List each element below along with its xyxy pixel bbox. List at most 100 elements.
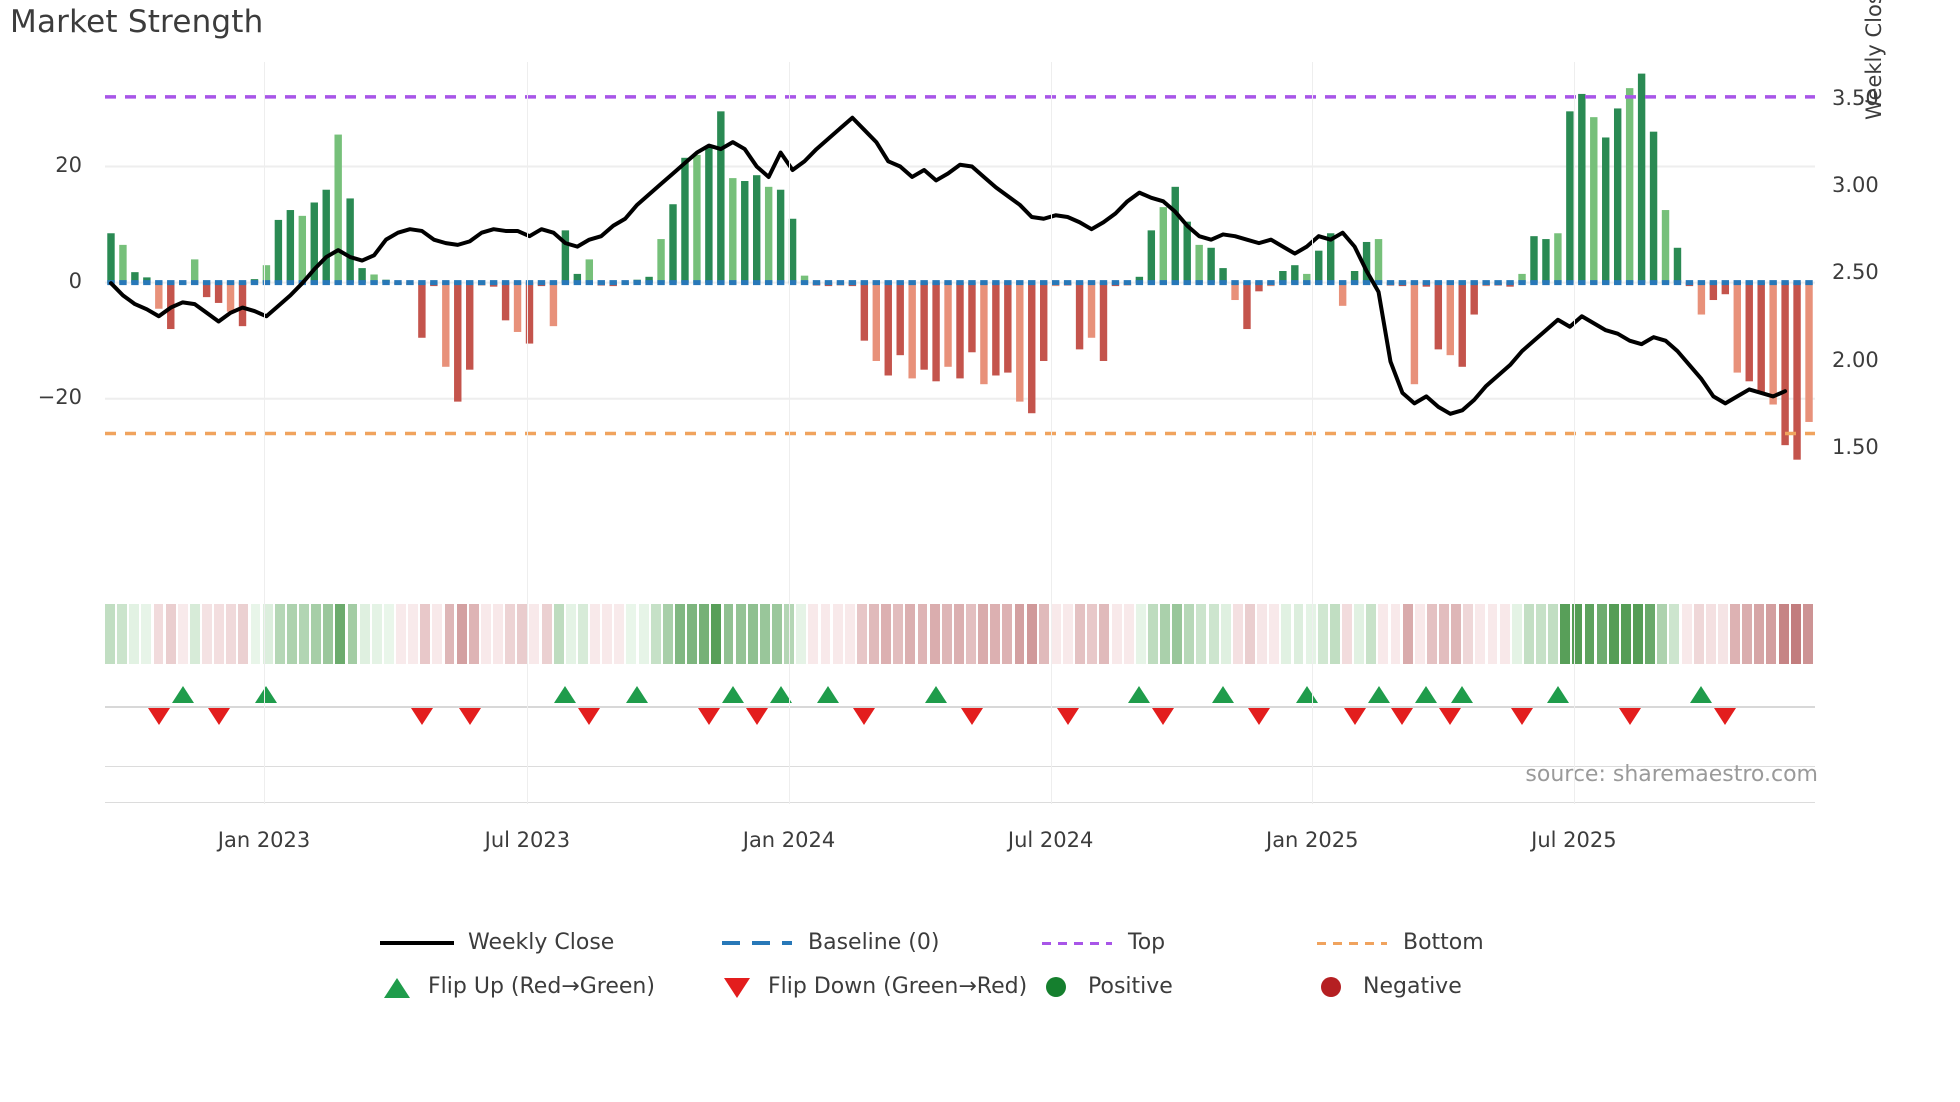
flip-down-marker	[960, 708, 983, 725]
heatmap-cell	[1572, 604, 1583, 664]
flip-up-marker	[817, 686, 840, 703]
heatmap-cell	[1160, 604, 1171, 664]
heatmap-cell	[1426, 604, 1437, 664]
legend-item-weekly-close[interactable]: Weekly Close	[380, 925, 614, 959]
heatmap-cell	[1560, 604, 1571, 664]
flip-up-marker	[1367, 686, 1390, 703]
heatmap-cell	[1014, 604, 1025, 664]
heatmap-cell	[1087, 604, 1098, 664]
heatmap-cell	[420, 604, 431, 664]
marker-baseline	[105, 706, 1815, 708]
legend-item-top[interactable]: Top	[1040, 925, 1165, 959]
legend-item-flip-up-red-green[interactable]: Flip Up (Red→Green)	[380, 969, 655, 1003]
heatmap-cell	[941, 604, 952, 664]
heatmap-cell	[408, 604, 419, 664]
flip-up-marker	[1212, 686, 1235, 703]
heatmap-cell	[153, 604, 164, 664]
heatmap-cell	[1390, 604, 1401, 664]
heatmap-cell	[1414, 604, 1425, 664]
heatmap-cell	[286, 604, 297, 664]
heatmap-cell	[1681, 604, 1692, 664]
legend-item-baseline-0[interactable]: Baseline (0)	[720, 925, 939, 959]
flip-down-marker	[207, 708, 230, 725]
heatmap-cell	[638, 604, 649, 664]
legend-item-bottom[interactable]: Bottom	[1315, 925, 1484, 959]
heatmap-cell	[711, 604, 722, 664]
heatmap-cell	[1742, 604, 1753, 664]
legend-item-negative[interactable]: Negative	[1315, 969, 1462, 1003]
heatmap-cell	[1075, 604, 1086, 664]
heatmap-cell	[626, 604, 637, 664]
heatmap-cell	[505, 604, 516, 664]
heatmap-cell	[1245, 604, 1255, 664]
flip-up-marker	[554, 686, 577, 703]
y-tick-left-20: 20	[55, 152, 82, 177]
heatmap-cell	[747, 604, 758, 664]
flip-up-marker	[1546, 686, 1569, 703]
heatmap-cell	[1050, 604, 1061, 664]
y-tick-right-300: 3.00	[1832, 173, 1879, 198]
flip-down-marker	[1618, 708, 1641, 725]
legend-label: Flip Up (Red→Green)	[428, 973, 655, 999]
heatmap-cell	[1402, 604, 1413, 664]
heatmap-cell	[675, 604, 685, 664]
triangle-up-icon	[380, 974, 414, 998]
heatmap-cell	[856, 604, 867, 664]
heatmap-cell	[917, 604, 928, 664]
heatmap-cell	[105, 604, 115, 664]
heatmap-cell	[1135, 604, 1146, 664]
flip-down-marker	[697, 708, 720, 725]
heatmap-cell	[1439, 604, 1449, 664]
legend-label: Flip Down (Green→Red)	[768, 973, 1028, 999]
triangle-down-icon	[720, 974, 754, 998]
heatmap-cell	[1354, 604, 1365, 664]
heatmap-cell	[202, 604, 212, 664]
y-tick-left-0: 0	[68, 268, 82, 293]
heatmap-cell	[1511, 604, 1522, 664]
legend-label: Negative	[1363, 973, 1462, 999]
y-tick-right-150: 1.50	[1832, 434, 1879, 459]
x-tick-jan-2024: Jan 2024	[742, 828, 836, 852]
flip-up-marker	[171, 686, 194, 703]
heatmap-cell	[565, 604, 576, 664]
heatmap-cell	[553, 604, 564, 664]
flip-up-marker	[769, 686, 792, 703]
heatmap-cell	[189, 604, 200, 664]
flip-down-marker	[1152, 708, 1175, 725]
heatmap-cell	[1293, 604, 1304, 664]
heatmap-cell	[226, 604, 237, 664]
heatmap-cell	[966, 604, 976, 664]
heatmap-cell	[1657, 604, 1668, 664]
heatmap-cell	[1099, 604, 1110, 664]
heatmap-cell	[444, 604, 455, 664]
flip-down-marker	[410, 708, 433, 725]
heatmap-cell	[1002, 604, 1013, 664]
heatmap-cell	[1584, 604, 1595, 664]
heatmap-cell	[517, 604, 528, 664]
heatmap-cell	[990, 604, 1001, 664]
heatmap-cell	[699, 604, 710, 664]
x-tick-jul-2023: Jul 2023	[484, 828, 571, 852]
heatmap-cell	[1499, 604, 1510, 664]
x-gridline	[789, 62, 790, 804]
heatmap-cell	[1620, 604, 1631, 664]
heatmap-cell	[1669, 604, 1680, 664]
legend-item-positive[interactable]: Positive	[1040, 969, 1173, 1003]
heatmap-cell	[1329, 604, 1340, 664]
legend-label: Bottom	[1403, 929, 1484, 955]
heatmap-cell	[1790, 604, 1801, 664]
heatmap-cell	[383, 604, 394, 664]
flip-up-marker	[1690, 686, 1713, 703]
x-gridline	[1573, 62, 1575, 804]
legend-label: Weekly Close	[468, 929, 615, 955]
heatmap-cell	[759, 604, 770, 664]
flip-down-marker	[1714, 708, 1737, 725]
heatmap-cell	[1305, 604, 1316, 664]
heatmap-cell	[1257, 604, 1268, 664]
heatmap-cell	[1778, 604, 1789, 664]
heatmap-cell	[165, 604, 176, 664]
dotted-line-orange-icon	[1315, 930, 1389, 954]
heatmap-cell	[1645, 604, 1656, 664]
heatmap-cell	[602, 604, 613, 664]
legend-item-flip-down-green-red[interactable]: Flip Down (Green→Red)	[720, 969, 1027, 1003]
